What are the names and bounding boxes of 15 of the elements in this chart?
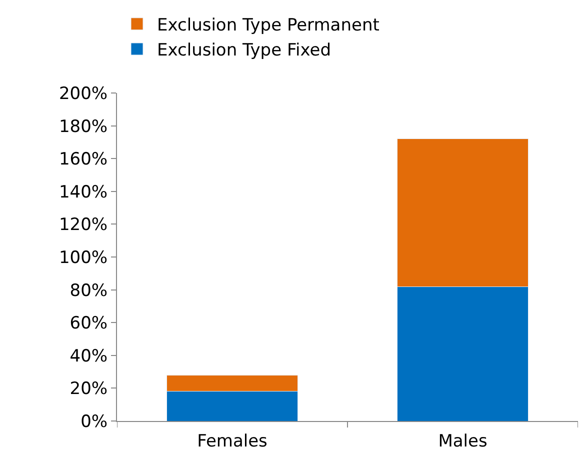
x-tick-label: Females [197,431,268,452]
y-tick-label: 0% [80,412,108,432]
y-tick-label: 40% [70,346,108,366]
y-tick-label: 120% [58,215,108,236]
y-tick-label: 80% [70,280,108,301]
y-tick-label: 100% [58,248,108,268]
y-tick-label: 140% [58,182,108,202]
y-tick-label: 160% [58,150,108,170]
legend-label: Exclusion Type Fixed [157,40,332,61]
y-tick-label: 20% [70,379,108,400]
y-tick-label: 60% [70,314,108,334]
x-tick-label: Males [438,431,488,452]
legend-label: Exclusion Type Permanent [157,16,380,36]
y-tick-label: 200% [58,84,108,104]
y-tick-label: 180% [58,116,108,137]
